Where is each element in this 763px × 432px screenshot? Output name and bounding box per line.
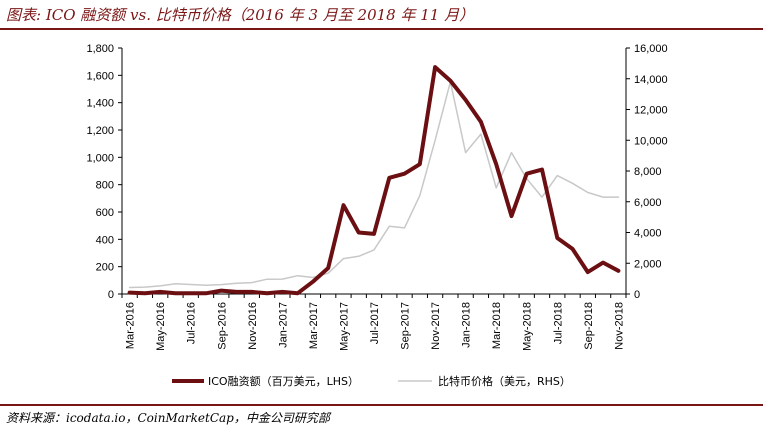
x-tick-label: Jul-2018	[552, 302, 564, 344]
series-lines	[127, 65, 621, 296]
x-tick-label: Sep-2017	[400, 302, 412, 350]
x-tick-label: May-2016	[155, 302, 167, 351]
right-tick-label: 8,000	[634, 166, 662, 178]
axes	[121, 48, 627, 295]
right-tick-label: 12,000	[634, 105, 668, 117]
x-tick-label: May-2017	[338, 302, 350, 351]
x-tick-label: Nov-2017	[430, 302, 442, 350]
series-line-bitcoin-price	[128, 81, 620, 289]
right-tick-label: 10,000	[634, 135, 668, 147]
left-tick-label: 1,600	[86, 70, 114, 82]
x-tick-label: Nov-2018	[613, 302, 625, 350]
legend-label-bitcoin-price: 比特币价格（美元，RHS）	[438, 374, 571, 388]
right-tick-label: 4,000	[634, 228, 662, 240]
chart-title: 图表: ICO 融资额 vs. 比特币价格（2016 年 3 月至 2018 年…	[6, 6, 475, 24]
x-tick-label: Mar-2016	[125, 302, 137, 349]
title-rule	[0, 28, 763, 30]
left-tick-label: 200	[96, 262, 114, 274]
left-tick-label: 1,200	[86, 125, 114, 137]
x-tick-label: Sep-2018	[583, 302, 595, 350]
left-tick-label: 0	[108, 289, 114, 301]
legend-label-ico-funding: ICO融资额（百万美元，LHS）	[208, 375, 359, 388]
left-axis-ticks: 0 200 400 600 800 1,000 1,200 1,400 1,600 1,800	[86, 43, 122, 301]
series-line-ico-funding	[127, 65, 621, 296]
left-tick-label: 400	[96, 234, 114, 246]
x-tick-label: Jul-2016	[186, 302, 198, 344]
left-tick-label: 1,400	[86, 98, 114, 110]
right-tick-label: 2,000	[634, 258, 662, 270]
right-tick-label: 6,000	[634, 197, 662, 209]
left-tick-label: 1,000	[86, 152, 114, 164]
chart-area: 0 200 400 600 800 1,000 1,200 1,400 1,600 1,800 0…	[86, 43, 668, 388]
x-tick-label: Jul-2017	[369, 302, 381, 344]
footer-rule	[0, 404, 763, 406]
x-tick-label: Nov-2016	[247, 302, 259, 350]
x-tick-label: Sep-2016	[216, 302, 228, 350]
x-tick-label: May-2018	[522, 302, 534, 351]
x-tick-label: Mar-2017	[308, 302, 320, 349]
source-note: 资料来源：icodata.io，CoinMarketCap，中金公司研究部	[6, 411, 330, 425]
right-axis-ticks: 0 2,000 4,000 6,000 8,000 10,000 12,000 14,000 1…	[626, 43, 668, 301]
left-tick-label: 600	[96, 207, 114, 219]
right-tick-label: 14,000	[634, 74, 668, 86]
legend: ICO融资额（百万美元，LHS） 比特币价格（美元，RHS）	[172, 374, 571, 388]
x-tick-label: Mar-2018	[491, 302, 503, 349]
left-tick-label: 1,800	[86, 43, 114, 55]
x-tick-label: Jan-2018	[461, 302, 473, 348]
right-tick-label: 0	[634, 289, 640, 301]
left-tick-label: 800	[96, 180, 114, 192]
x-tick-label: Jan-2017	[277, 302, 289, 348]
x-axis-ticks: Mar-2016 May-2016 Jul-2016 Sep-2016 Nov-2016…	[121, 294, 627, 351]
right-tick-label: 16,000	[634, 43, 668, 55]
